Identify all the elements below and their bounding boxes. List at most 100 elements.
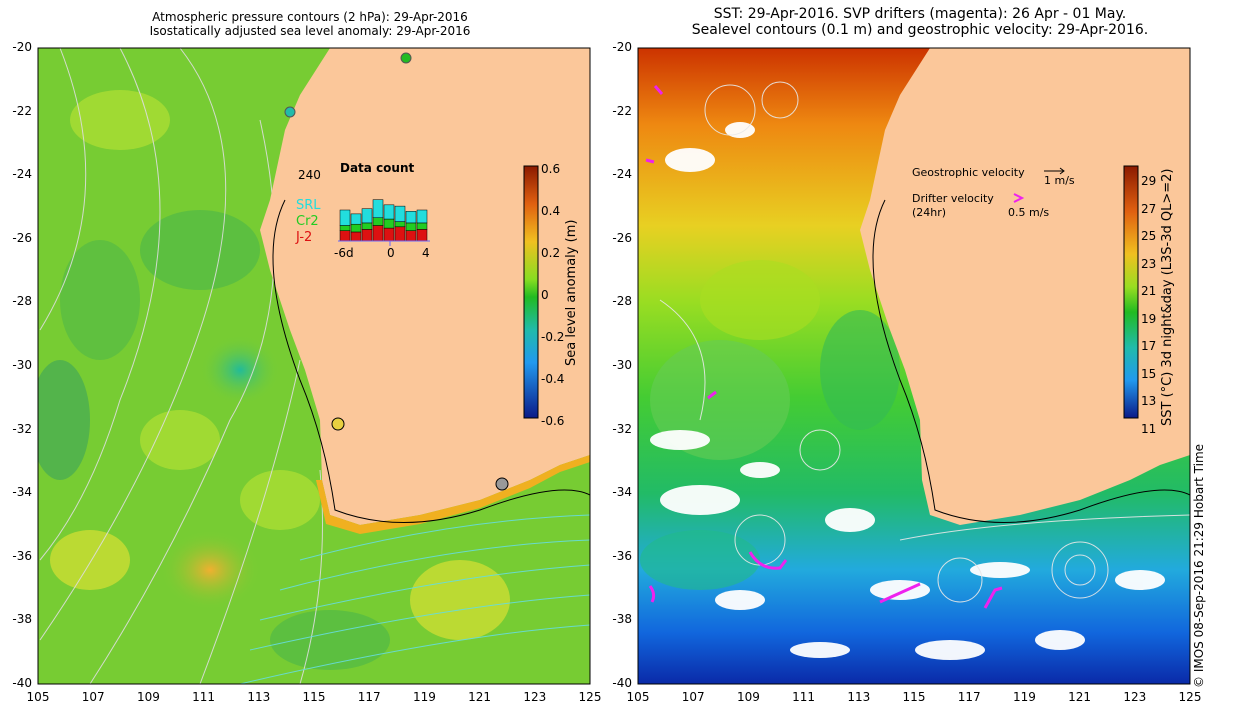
right-y-tick: -28 bbox=[612, 294, 632, 309]
right-colorbar-tick: 11 bbox=[1141, 421, 1157, 436]
left-colorbar-tick: 0.4 bbox=[541, 204, 561, 218]
left-y-tick: -22 bbox=[12, 103, 32, 118]
inset-bar bbox=[394, 221, 406, 228]
left-x-tick: 107 bbox=[81, 690, 105, 704]
inset-bar bbox=[339, 209, 351, 226]
right-colorbar bbox=[1123, 165, 1139, 419]
right-y-tick: -30 bbox=[612, 358, 632, 372]
inset-xtick-0: -6d bbox=[334, 246, 354, 260]
left-colorbar-tick: -0.4 bbox=[541, 372, 565, 386]
right-x-tick: 123 bbox=[1123, 690, 1147, 704]
right-y-tick: -34 bbox=[612, 485, 632, 500]
inset-max-label: 240 bbox=[298, 168, 321, 182]
left-x-tick: 123 bbox=[523, 690, 547, 704]
legend-j2: J-2 bbox=[296, 230, 313, 245]
right-y-tick: -20 bbox=[612, 40, 632, 54]
legend-srl: SRL bbox=[296, 198, 321, 213]
left-colorbar-tick: 0.6 bbox=[541, 162, 561, 176]
legend-drifter-sub: (24hr) bbox=[912, 206, 947, 219]
right-title-line1: SST: 29-Apr-2016. SVP drifters (magenta)… bbox=[713, 6, 1127, 22]
right-colorbar-tick: 29 bbox=[1141, 174, 1157, 188]
right-x-tick: 105 bbox=[626, 690, 650, 704]
left-y-tick: -34 bbox=[12, 485, 32, 500]
left-x-tick: 105 bbox=[26, 690, 50, 704]
right-colorbar-tick: 25 bbox=[1141, 229, 1157, 243]
legend-geostrophic: Geostrophic velocity bbox=[912, 166, 1025, 179]
right-colorbar-tick: 27 bbox=[1141, 201, 1157, 216]
left-colorbar bbox=[523, 165, 539, 419]
left-x-tick: 119 bbox=[412, 690, 436, 704]
right-x-tick: 109 bbox=[736, 690, 760, 704]
left-colorbar-tick: -0.6 bbox=[541, 414, 565, 428]
inset-bar bbox=[405, 222, 417, 231]
inset-bar bbox=[383, 227, 395, 242]
legend-drifter-scale: 0.5 m/s bbox=[1008, 206, 1050, 219]
right-y-tick: -26 bbox=[612, 230, 632, 245]
inset-bar bbox=[372, 217, 384, 226]
inset-xtick-2: 4 bbox=[422, 246, 430, 260]
legend-cr2: Cr2 bbox=[296, 214, 319, 229]
inset-bar bbox=[383, 218, 395, 229]
inset-bar bbox=[339, 230, 351, 242]
inset-xtick-1: 0 bbox=[387, 246, 395, 260]
left-colorbar-tick: 0.2 bbox=[541, 246, 561, 260]
inset-bar bbox=[350, 213, 362, 225]
left-y-tick: -20 bbox=[12, 40, 32, 54]
legend-drifter: Drifter velocity bbox=[912, 192, 994, 205]
right-colorbar-tick: 15 bbox=[1141, 366, 1157, 381]
legend-geostrophic-scale: 1 m/s bbox=[1044, 174, 1075, 187]
inset-bar bbox=[416, 229, 428, 242]
right-x-tick: 111 bbox=[792, 690, 816, 704]
inset-bar bbox=[405, 211, 417, 224]
geostrophic-velocity-arrow-icon bbox=[1044, 167, 1065, 175]
left-y-tick: -24 bbox=[12, 167, 32, 182]
right-x-tick: 125 bbox=[1178, 690, 1202, 704]
inset-bar bbox=[405, 230, 417, 242]
inset-bar bbox=[416, 222, 428, 230]
right-title-line2: Sealevel contours (0.1 m) and geostrophi… bbox=[691, 22, 1149, 38]
imos-credit: © IMOS 08-Sep-2016 21:29 Hobart Time bbox=[1192, 443, 1206, 688]
right-colorbar-title: SST (°C) 3d night&day (L3S-3d QL>=2) bbox=[1160, 168, 1175, 427]
inset-bar bbox=[394, 226, 406, 242]
right-y-tick: -22 bbox=[612, 103, 632, 118]
left-x-tick: 113 bbox=[247, 690, 271, 704]
left-x-tick: 109 bbox=[136, 690, 160, 704]
left-map-title: Atmospheric pressure contours (2 hPa): 2… bbox=[60, 10, 560, 38]
left-y-tick: -26 bbox=[12, 230, 32, 245]
right-x-tick: 119 bbox=[1012, 690, 1036, 704]
right-colorbar-tick: 21 bbox=[1141, 284, 1157, 298]
right-colorbar-tick: 17 bbox=[1141, 339, 1157, 353]
inset-bar bbox=[394, 205, 406, 222]
right-colorbar-tick: 19 bbox=[1141, 311, 1157, 326]
left-y-tick: -30 bbox=[12, 358, 32, 372]
right-y-tick: -38 bbox=[612, 612, 632, 627]
left-x-tick: 117 bbox=[357, 690, 381, 704]
inset-bar bbox=[372, 225, 384, 242]
left-x-tick: 111 bbox=[192, 690, 216, 704]
left-y-tick: -28 bbox=[12, 294, 32, 309]
right-colorbar-tick: 23 bbox=[1141, 256, 1157, 271]
left-y-tick: -36 bbox=[12, 548, 32, 563]
right-map-frame bbox=[637, 47, 1191, 685]
inset-bar bbox=[361, 222, 373, 230]
left-colorbar-title: Sea level anomaly (m) bbox=[564, 219, 579, 366]
right-y-tick: -40 bbox=[612, 676, 632, 690]
data-count-inset bbox=[338, 178, 430, 246]
left-colorbar-tick: 0 bbox=[541, 288, 549, 302]
right-y-tick: -32 bbox=[612, 421, 632, 436]
right-y-tick: -36 bbox=[612, 548, 632, 563]
inset-bar bbox=[350, 223, 362, 233]
left-x-tick: 115 bbox=[302, 690, 326, 704]
right-x-tick: 117 bbox=[957, 690, 981, 704]
right-x-tick: 121 bbox=[1068, 690, 1092, 704]
right-sst-map bbox=[638, 48, 1190, 684]
left-y-tick: -38 bbox=[12, 612, 32, 627]
left-sea-level-map bbox=[38, 48, 590, 684]
left-y-tick: -40 bbox=[12, 676, 32, 690]
right-x-tick: 107 bbox=[681, 690, 705, 704]
inset-bar bbox=[416, 209, 428, 224]
right-map-title: SST: 29-Apr-2016. SVP drifters (magenta)… bbox=[640, 6, 1200, 38]
right-y-tick: -24 bbox=[612, 167, 632, 182]
left-x-tick: 125 bbox=[578, 690, 602, 704]
